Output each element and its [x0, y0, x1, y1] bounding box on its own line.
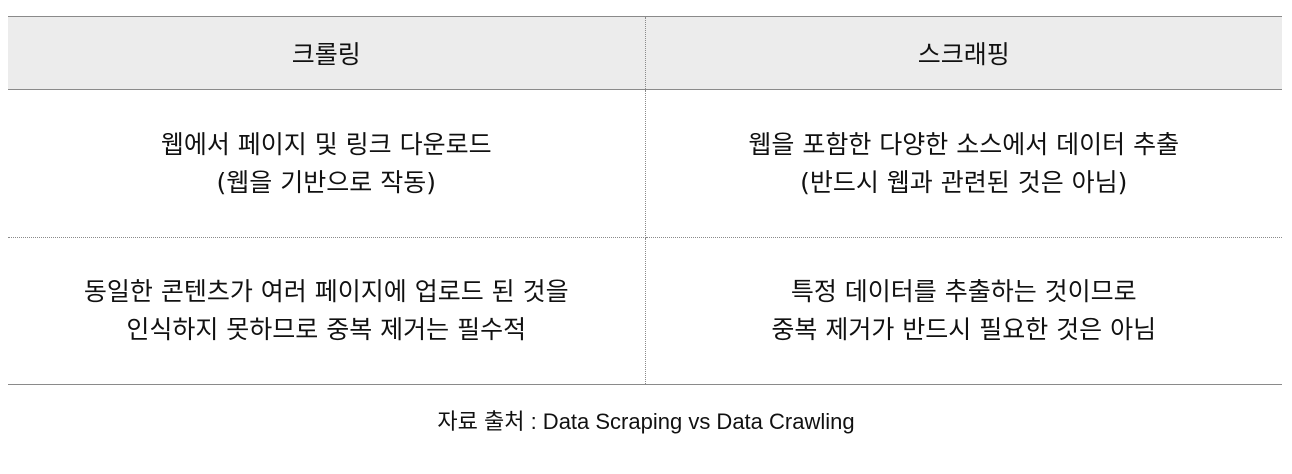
cell-text-line: 동일한 콘텐츠가 여러 페이지에 업로드 된 것을 [83, 277, 569, 306]
table-header-row: 크롤링 스크래핑 [8, 16, 1282, 90]
header-crawling: 크롤링 [8, 16, 646, 90]
table-row: 웹에서 페이지 및 링크 다운로드 (웹을 기반으로 작동) 웹을 포함한 다양… [8, 89, 1282, 238]
cell-crawling-row-2: 동일한 콘텐츠가 여러 페이지에 업로드 된 것을 인식하지 못하므로 중복 제… [8, 237, 646, 385]
cell-text-line: 인식하지 못하므로 중복 제거는 필수적 [126, 315, 527, 344]
cell-text-line: 웹에서 페이지 및 링크 다운로드 [160, 129, 492, 159]
cell-scraping-row-1: 웹을 포함한 다양한 소스에서 데이터 추출 (반드시 웹과 관련된 것은 아님… [645, 89, 1282, 238]
crawling-vs-scraping-table: 크롤링 스크래핑 웹에서 페이지 및 링크 다운로드 (웹을 기반으로 작동) … [8, 16, 1282, 385]
cell-text-line: 웹을 포함한 다양한 소스에서 데이터 추출 [748, 129, 1180, 159]
cell-scraping-row-2: 특정 데이터를 추출하는 것이므로 중복 제거가 반드시 필요한 것은 아님 [645, 237, 1282, 385]
cell-text-line: 특정 데이터를 추출하는 것이므로 [790, 277, 1137, 306]
cell-text-line: (반드시 웹과 관련된 것은 아님) [800, 167, 1128, 197]
comparison-table-container: 크롤링 스크래핑 웹에서 페이지 및 링크 다운로드 (웹을 기반으로 작동) … [8, 16, 1282, 385]
table-row: 동일한 콘텐츠가 여러 페이지에 업로드 된 것을 인식하지 못하므로 중복 제… [8, 237, 1282, 385]
cell-text-line: 중복 제거가 반드시 필요한 것은 아님 [771, 315, 1157, 344]
cell-text-line: (웹을 기반으로 작동) [216, 167, 436, 197]
cell-crawling-row-1: 웹에서 페이지 및 링크 다운로드 (웹을 기반으로 작동) [8, 89, 646, 238]
source-caption: 자료 출처 : Data Scraping vs Data Crawling [437, 409, 855, 434]
header-scraping: 스크래핑 [645, 16, 1282, 90]
